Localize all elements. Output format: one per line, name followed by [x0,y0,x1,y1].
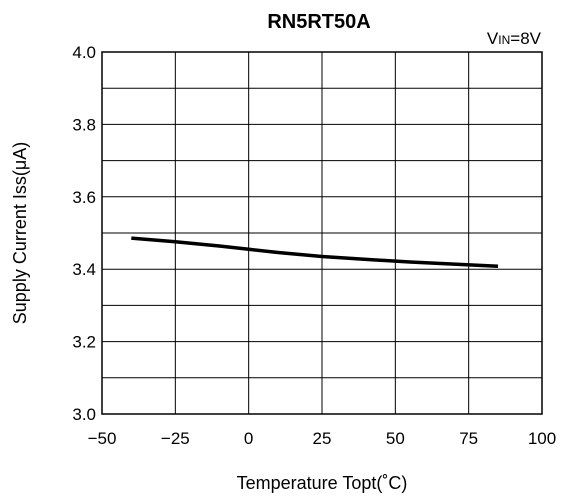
y-tick-label: 3.6 [72,188,96,207]
x-tick-label: 0 [244,429,253,448]
y-tick-label: 3.0 [72,405,96,424]
x-tick-label: −25 [161,429,190,448]
x-tick-label: 100 [528,429,556,448]
chart-title: RN5RT50A [267,11,370,33]
y-tick-labels: 3.0 3.2 3.4 3.6 3.8 4.0 [72,43,96,424]
y-tick-label: 3.8 [72,115,96,134]
x-tick-label: 75 [459,429,478,448]
x-tick-labels: −50 −25 0 25 50 75 100 [88,429,557,448]
plot-frame [101,51,543,415]
x-tick-label: 25 [313,429,332,448]
x-axis-label: Temperature Topt(˚C) [237,473,408,493]
series-line-0 [131,236,499,269]
x-tick-label: 50 [386,429,405,448]
test-condition: VIN=8V [487,29,542,48]
x-tick-label: −50 [88,429,117,448]
y-tick-label: 4.0 [72,43,96,62]
y-axis-label: Supply Current Iss(μA) [10,142,30,324]
y-tick-label: 3.2 [72,333,96,352]
series-layer [131,236,499,269]
grid [101,51,543,415]
y-tick-label: 3.4 [72,260,96,279]
